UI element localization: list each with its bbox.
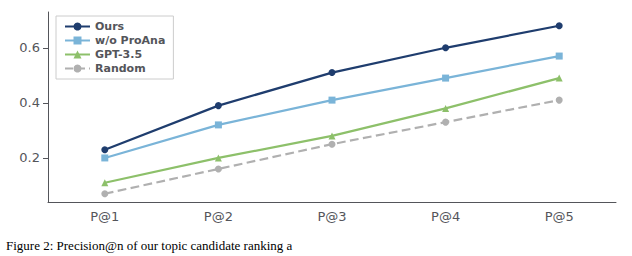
svg-text:Random: Random	[95, 62, 146, 75]
svg-text:Figure 2: Precision@n of our t: Figure 2: Precision@n of our topic candi…	[6, 238, 293, 253]
svg-text:0.6: 0.6	[19, 40, 40, 55]
svg-text:P@5: P@5	[545, 209, 574, 224]
svg-text:P@2: P@2	[204, 209, 233, 224]
svg-text:P@3: P@3	[317, 209, 346, 224]
svg-text:Ours: Ours	[95, 20, 125, 33]
svg-text:0.4: 0.4	[19, 95, 40, 110]
svg-text:0.2: 0.2	[19, 150, 40, 165]
svg-text:P@4: P@4	[431, 209, 460, 224]
svg-text:GPT-3.5: GPT-3.5	[95, 48, 142, 61]
svg-text:w/o ProAna: w/o ProAna	[95, 34, 165, 47]
svg-text:P@1: P@1	[90, 209, 119, 224]
